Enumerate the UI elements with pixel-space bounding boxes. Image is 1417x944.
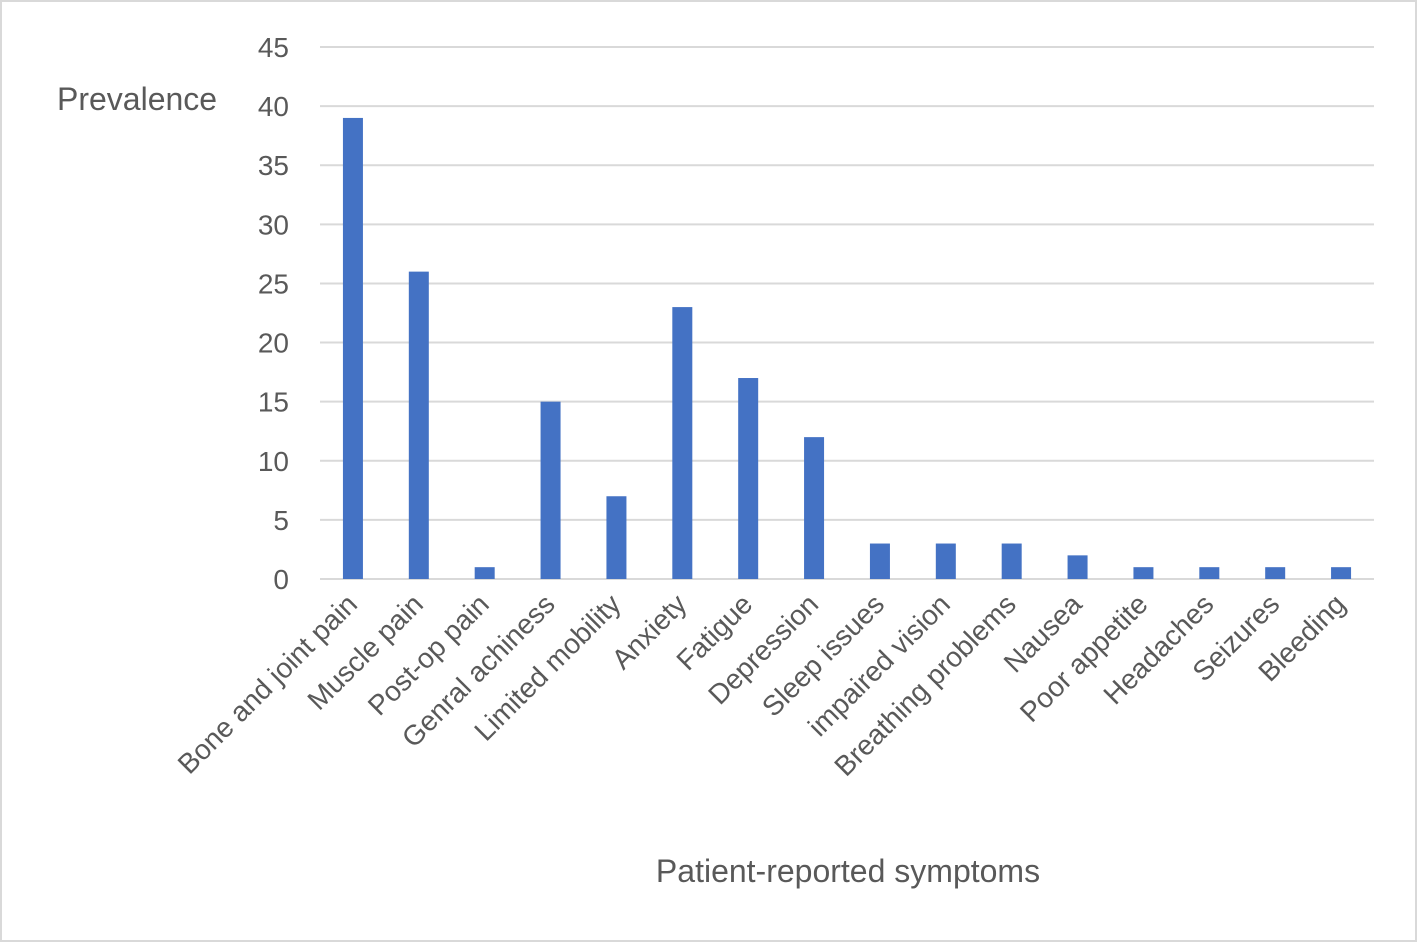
- y-tick-label: 45: [258, 32, 289, 63]
- bar: [1265, 567, 1286, 579]
- y-tick-label: 40: [258, 91, 289, 122]
- bars: [342, 117, 1352, 579]
- bar: [474, 567, 495, 579]
- bar: [1001, 543, 1022, 579]
- x-axis-title: Patient-reported symptoms: [656, 853, 1040, 889]
- bar: [935, 543, 956, 579]
- y-axis-ticks: 0 5 10 15 20 25 30 35 40 45: [258, 32, 289, 595]
- bar: [342, 117, 363, 579]
- bar: [869, 543, 890, 579]
- y-tick-label: 0: [273, 564, 289, 595]
- bar: [1133, 567, 1154, 579]
- bar: [1331, 567, 1352, 579]
- y-tick-label: 20: [258, 328, 289, 359]
- bar: [1067, 555, 1088, 579]
- y-tick-label: 30: [258, 209, 289, 240]
- bar: [408, 271, 429, 579]
- y-tick-label: 10: [258, 446, 289, 477]
- bar: [738, 378, 759, 579]
- y-axis-title: Prevalence: [57, 81, 217, 117]
- bar: [1199, 567, 1220, 579]
- bar: [540, 401, 561, 579]
- y-tick-label: 15: [258, 387, 289, 418]
- gridlines: [320, 46, 1374, 580]
- y-tick-label: 25: [258, 268, 289, 299]
- y-tick-label: 5: [273, 505, 289, 536]
- bar: [606, 496, 627, 579]
- bar: [804, 437, 825, 579]
- bar: [672, 307, 693, 579]
- y-tick-label: 35: [258, 150, 289, 181]
